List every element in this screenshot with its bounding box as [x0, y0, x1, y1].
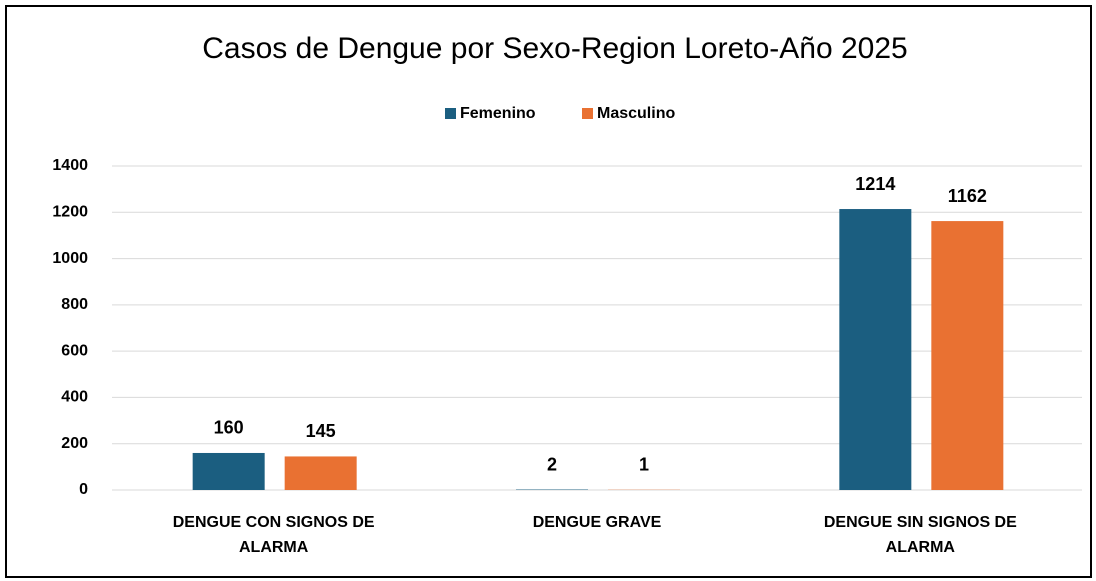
- x-tick-label: DENGUE SIN SIGNOS DE ALARMA: [823, 514, 1017, 556]
- y-tick-label: 1200: [52, 204, 88, 221]
- y-tick-label: 0: [79, 481, 88, 498]
- legend-label: Femenino: [460, 105, 536, 122]
- data-label: 145: [306, 421, 336, 441]
- y-tick-label: 800: [61, 296, 88, 313]
- data-label: 1: [639, 455, 649, 475]
- y-tick-label: 400: [61, 389, 88, 406]
- bar: [192, 452, 265, 490]
- data-label: 1214: [855, 174, 895, 194]
- x-tick-label: DENGUE CON SIGNOS DE ALARMA: [172, 514, 375, 556]
- y-tick-label: 200: [61, 435, 88, 452]
- y-tick-label: 600: [61, 342, 88, 359]
- bar: [284, 456, 357, 490]
- legend-label: Masculino: [597, 105, 675, 122]
- y-tick-label: 1000: [52, 250, 88, 267]
- y-tick-label: 1400: [52, 157, 88, 174]
- data-label: 160: [214, 418, 244, 438]
- legend-swatch: [445, 108, 456, 119]
- data-label: 1162: [948, 186, 987, 206]
- bar: [839, 209, 912, 490]
- legend-swatch: [582, 108, 593, 119]
- bar: [931, 221, 1004, 490]
- data-label: 2: [547, 454, 557, 474]
- x-tick-label: DENGUE GRAVE: [532, 514, 662, 531]
- chart-title: Casos de Dengue por Sexo-Region Loreto-A…: [202, 32, 907, 65]
- chart-border: [5, 5, 1092, 578]
